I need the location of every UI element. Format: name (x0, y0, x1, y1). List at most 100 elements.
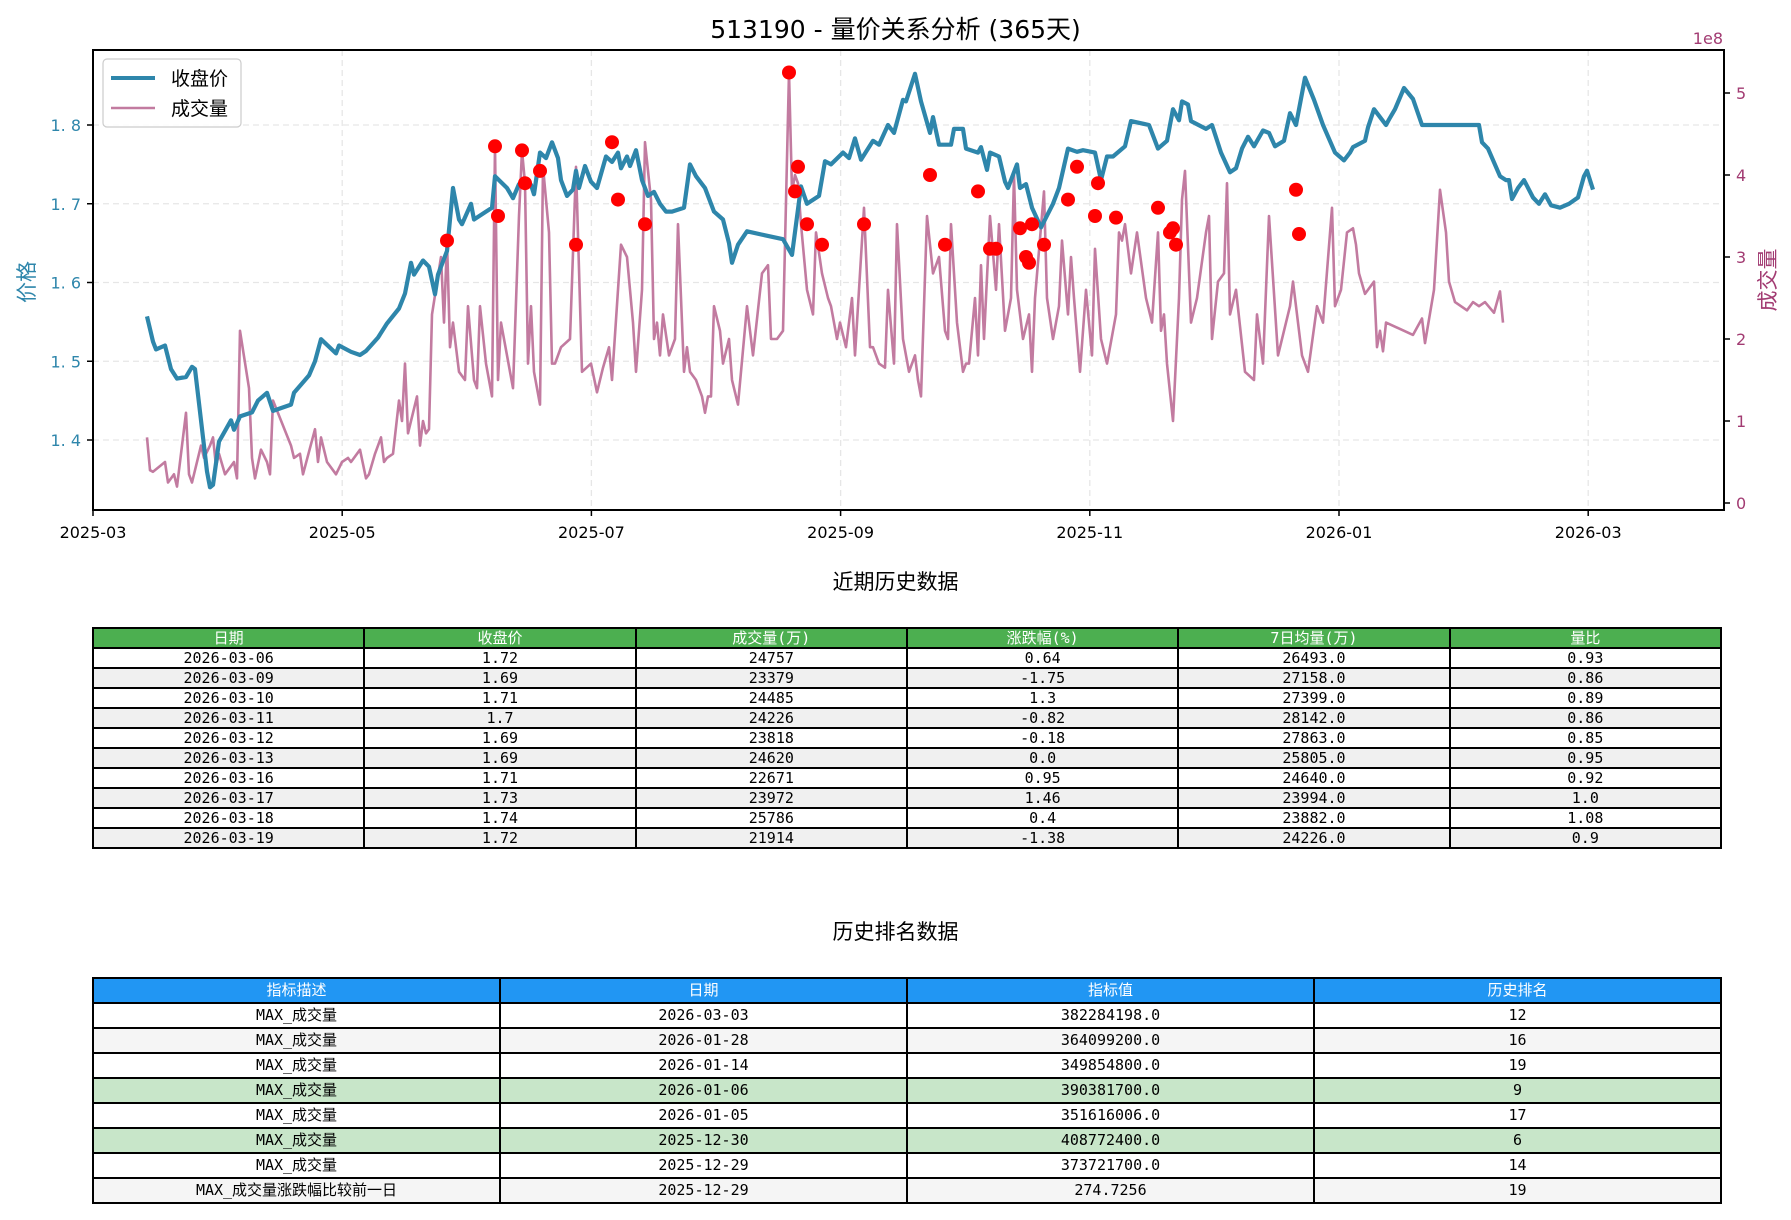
volume-spike-marker (1022, 255, 1036, 270)
table-cell: 2026-01-14 (499, 1052, 908, 1079)
table-row: MAX_成交量 2026-01-06 390381700.0 9 (92, 1077, 1722, 1104)
price-volume-chart: 2025-03 2025-05 2025-07 2025-09 2025-11 2026-… (15, 29, 1780, 542)
table-header-cell: 历史排名 (1313, 977, 1722, 1004)
volume-spike-marker (857, 217, 871, 232)
table-cell: 1.46 (905, 787, 1180, 809)
volume-spike-marker (989, 241, 1003, 256)
table-row: MAX_成交量 2025-12-30 408772400.0 6 (92, 1127, 1722, 1154)
volume-spike-marker (1013, 221, 1027, 236)
table-cell: 351616006.0 (906, 1102, 1315, 1129)
table-cell: 0.92 (1448, 767, 1723, 789)
table-cell: 1.74 (363, 807, 637, 829)
table-cell: 0.89 (1448, 687, 1723, 709)
table-cell: 23882.0 (1177, 807, 1451, 829)
table-row: MAX_成交量 2026-01-28 364099200.0 16 (92, 1027, 1722, 1054)
volume-spike-marker (923, 168, 937, 182)
table-cell: 0.64 (905, 647, 1180, 669)
table-cell: 2025-12-29 (499, 1177, 908, 1204)
table-cell: 2026-03-18 (91, 807, 366, 829)
volume-spike-marker (491, 209, 505, 223)
table-cell: 0.85 (1448, 727, 1723, 749)
table-cell: 373721700.0 (906, 1152, 1315, 1179)
y-left-tick-label: 1. 8 (50, 116, 81, 135)
x-tick-label: 2025-07 (558, 523, 625, 542)
table-cell: 1.7 (363, 707, 637, 729)
volume-spike-marker (569, 237, 583, 252)
table-cell: 2026-03-12 (91, 727, 366, 749)
table-header-cell: 日期 (499, 977, 908, 1004)
table-header-cell: 指标描述 (92, 977, 501, 1004)
table-cell: 27399.0 (1177, 687, 1451, 709)
table-cell: MAX_成交量 (92, 1027, 501, 1054)
table-cell: MAX_成交量 (92, 1077, 501, 1104)
table-header-cell: 成交量(万) (634, 627, 908, 649)
table-cell: -0.82 (905, 707, 1180, 729)
table-cell: 24640.0 (1177, 767, 1451, 789)
table-cell: 21914 (634, 827, 908, 849)
table-cell: 0.86 (1448, 707, 1723, 729)
volume-line (145, 71, 1505, 488)
table-cell: 1.71 (363, 767, 637, 789)
table-row: 2026-03-16 1.71 22671 0.95 24640.0 0.92 (91, 767, 1723, 789)
volume-spike-marker (638, 217, 652, 232)
table-cell: 24485 (634, 687, 908, 709)
x-tick-label: 2025-11 (1056, 523, 1123, 542)
plot-frame (92, 49, 1725, 511)
table-cell: 24226 (634, 707, 908, 729)
table-cell: 2026-03-09 (91, 667, 366, 689)
table-cell: 349854800.0 (906, 1052, 1315, 1079)
x-tick-label: 2025-03 (60, 523, 127, 542)
table-cell: 2026-03-17 (91, 787, 366, 809)
table-row: 2026-03-06 1.72 24757 0.64 26493.0 0.93 (91, 647, 1723, 669)
table-header-cell: 指标值 (906, 977, 1315, 1004)
table-cell: -0.18 (905, 727, 1180, 749)
table-cell: -1.75 (905, 667, 1180, 689)
table-cell: MAX_成交量涨跌幅比较前一日 (92, 1177, 501, 1204)
table-row: 2026-03-12 1.69 23818 -0.18 27863.0 0.85 (91, 727, 1723, 749)
volume-spike-marker (938, 237, 952, 252)
table-row: 2026-03-11 1.7 24226 -0.82 28142.0 0.86 (91, 707, 1723, 729)
y-right-tick-label: 0 (1736, 494, 1746, 513)
table-cell: 19 (1313, 1052, 1722, 1079)
table-row: MAX_成交量 2025-12-29 373721700.0 14 (92, 1152, 1722, 1179)
table-cell: 1.69 (363, 747, 637, 769)
volume-spike-marker (791, 159, 805, 174)
x-tick-label: 2025-05 (309, 523, 376, 542)
table-cell: 23972 (634, 787, 908, 809)
table-cell: 0.95 (1448, 747, 1723, 769)
volume-spike-marker (515, 143, 529, 158)
table-cell: 23818 (634, 727, 908, 749)
grid-lines (93, 50, 1724, 510)
x-tick-label: 2026-03 (1555, 523, 1622, 542)
y-axis-right-offset: 1e8 (1693, 29, 1723, 48)
table-row: MAX_成交量 2026-01-05 351616006.0 17 (92, 1102, 1722, 1129)
table-row: 2026-03-13 1.69 24620 0.0 25805.0 0.95 (91, 747, 1723, 769)
y-right-tick-label: 4 (1736, 166, 1746, 185)
table-header-cell: 7日均量(万) (1177, 627, 1451, 649)
table-cell: -1.38 (905, 827, 1180, 849)
table-cell: 16 (1313, 1027, 1722, 1054)
volume-spike-marker (1289, 182, 1303, 197)
price-line (144, 71, 1596, 490)
y-right-tick-label: 2 (1736, 330, 1746, 349)
history-ranking-table: 指标描述 日期 指标值 历史排名 MAX_成交量 2026-03-03 382284198… (92, 977, 1722, 1204)
table-row: MAX_成交量 2026-03-03 382284198.0 12 (92, 1002, 1722, 1029)
table-cell: 0.86 (1448, 667, 1723, 689)
table-cell: 2026-03-16 (91, 767, 366, 789)
table-cell: 1.72 (363, 647, 637, 669)
table-cell: MAX_成交量 (92, 1052, 501, 1079)
volume-spike-marker (1292, 227, 1306, 242)
table-cell: 24226.0 (1177, 827, 1451, 849)
y-right-tick-label: 3 (1736, 248, 1746, 267)
table-header-cell: 涨跌幅(%) (905, 627, 1180, 649)
y-left-tick-label: 1. 7 (50, 195, 81, 214)
table-cell: 1.0 (1448, 787, 1723, 809)
table-cell: 2026-01-05 (499, 1102, 908, 1129)
table-cell: 1.3 (905, 687, 1180, 709)
table-cell: 9 (1313, 1077, 1722, 1104)
table-cell: 0.0 (905, 747, 1180, 769)
table-cell: 24620 (634, 747, 908, 769)
table-cell: 2026-03-03 (499, 1002, 908, 1029)
volume-spike-marker (611, 192, 625, 207)
recent-history-title: 近期历史数据 (832, 570, 959, 594)
